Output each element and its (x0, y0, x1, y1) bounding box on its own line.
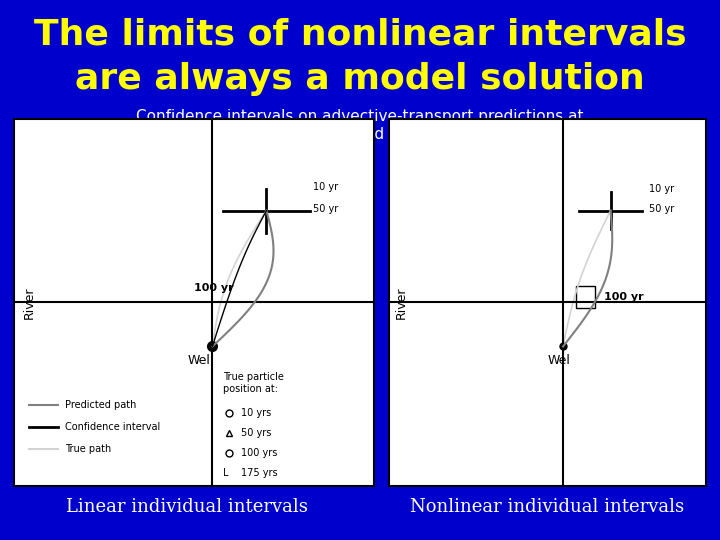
Text: River: River (395, 286, 408, 319)
Text: 50 yr: 50 yr (649, 204, 674, 214)
Text: 100 yrs: 100 yrs (241, 448, 278, 458)
Text: 10 yr: 10 yr (649, 184, 674, 193)
Text: 100 yr: 100 yr (604, 292, 644, 302)
Bar (576, 286, 595, 308)
Text: Confidence interval: Confidence interval (65, 422, 160, 432)
Text: 175 yrs: 175 yrs (241, 468, 278, 478)
Text: True particle
position at:: True particle position at: (223, 373, 284, 394)
Text: River: River (22, 286, 35, 319)
Text: The limits of nonlinear intervals: The limits of nonlinear intervals (34, 18, 686, 52)
Text: L: L (223, 468, 229, 478)
Text: 50 yrs: 50 yrs (241, 428, 271, 438)
Text: Nonlinear individual intervals: Nonlinear individual intervals (410, 498, 684, 516)
Text: 100 yr: 100 yr (194, 283, 234, 293)
Text: are always a model solution: are always a model solution (75, 62, 645, 96)
Text: 10 yrs: 10 yrs (241, 408, 271, 417)
Text: True path: True path (65, 444, 111, 454)
Text: Linear individual intervals: Linear individual intervals (66, 498, 308, 516)
Text: Well: Well (187, 354, 214, 367)
Text: 10 yr: 10 yr (313, 182, 338, 192)
Text: Confidence intervals on advective-transport predictions at
10, 50, and 100 years: Confidence intervals on advective-transp… (136, 109, 584, 141)
Text: Predicted path: Predicted path (65, 400, 136, 410)
Text: Wel: Wel (547, 354, 570, 367)
Text: 50 yr: 50 yr (313, 204, 338, 214)
